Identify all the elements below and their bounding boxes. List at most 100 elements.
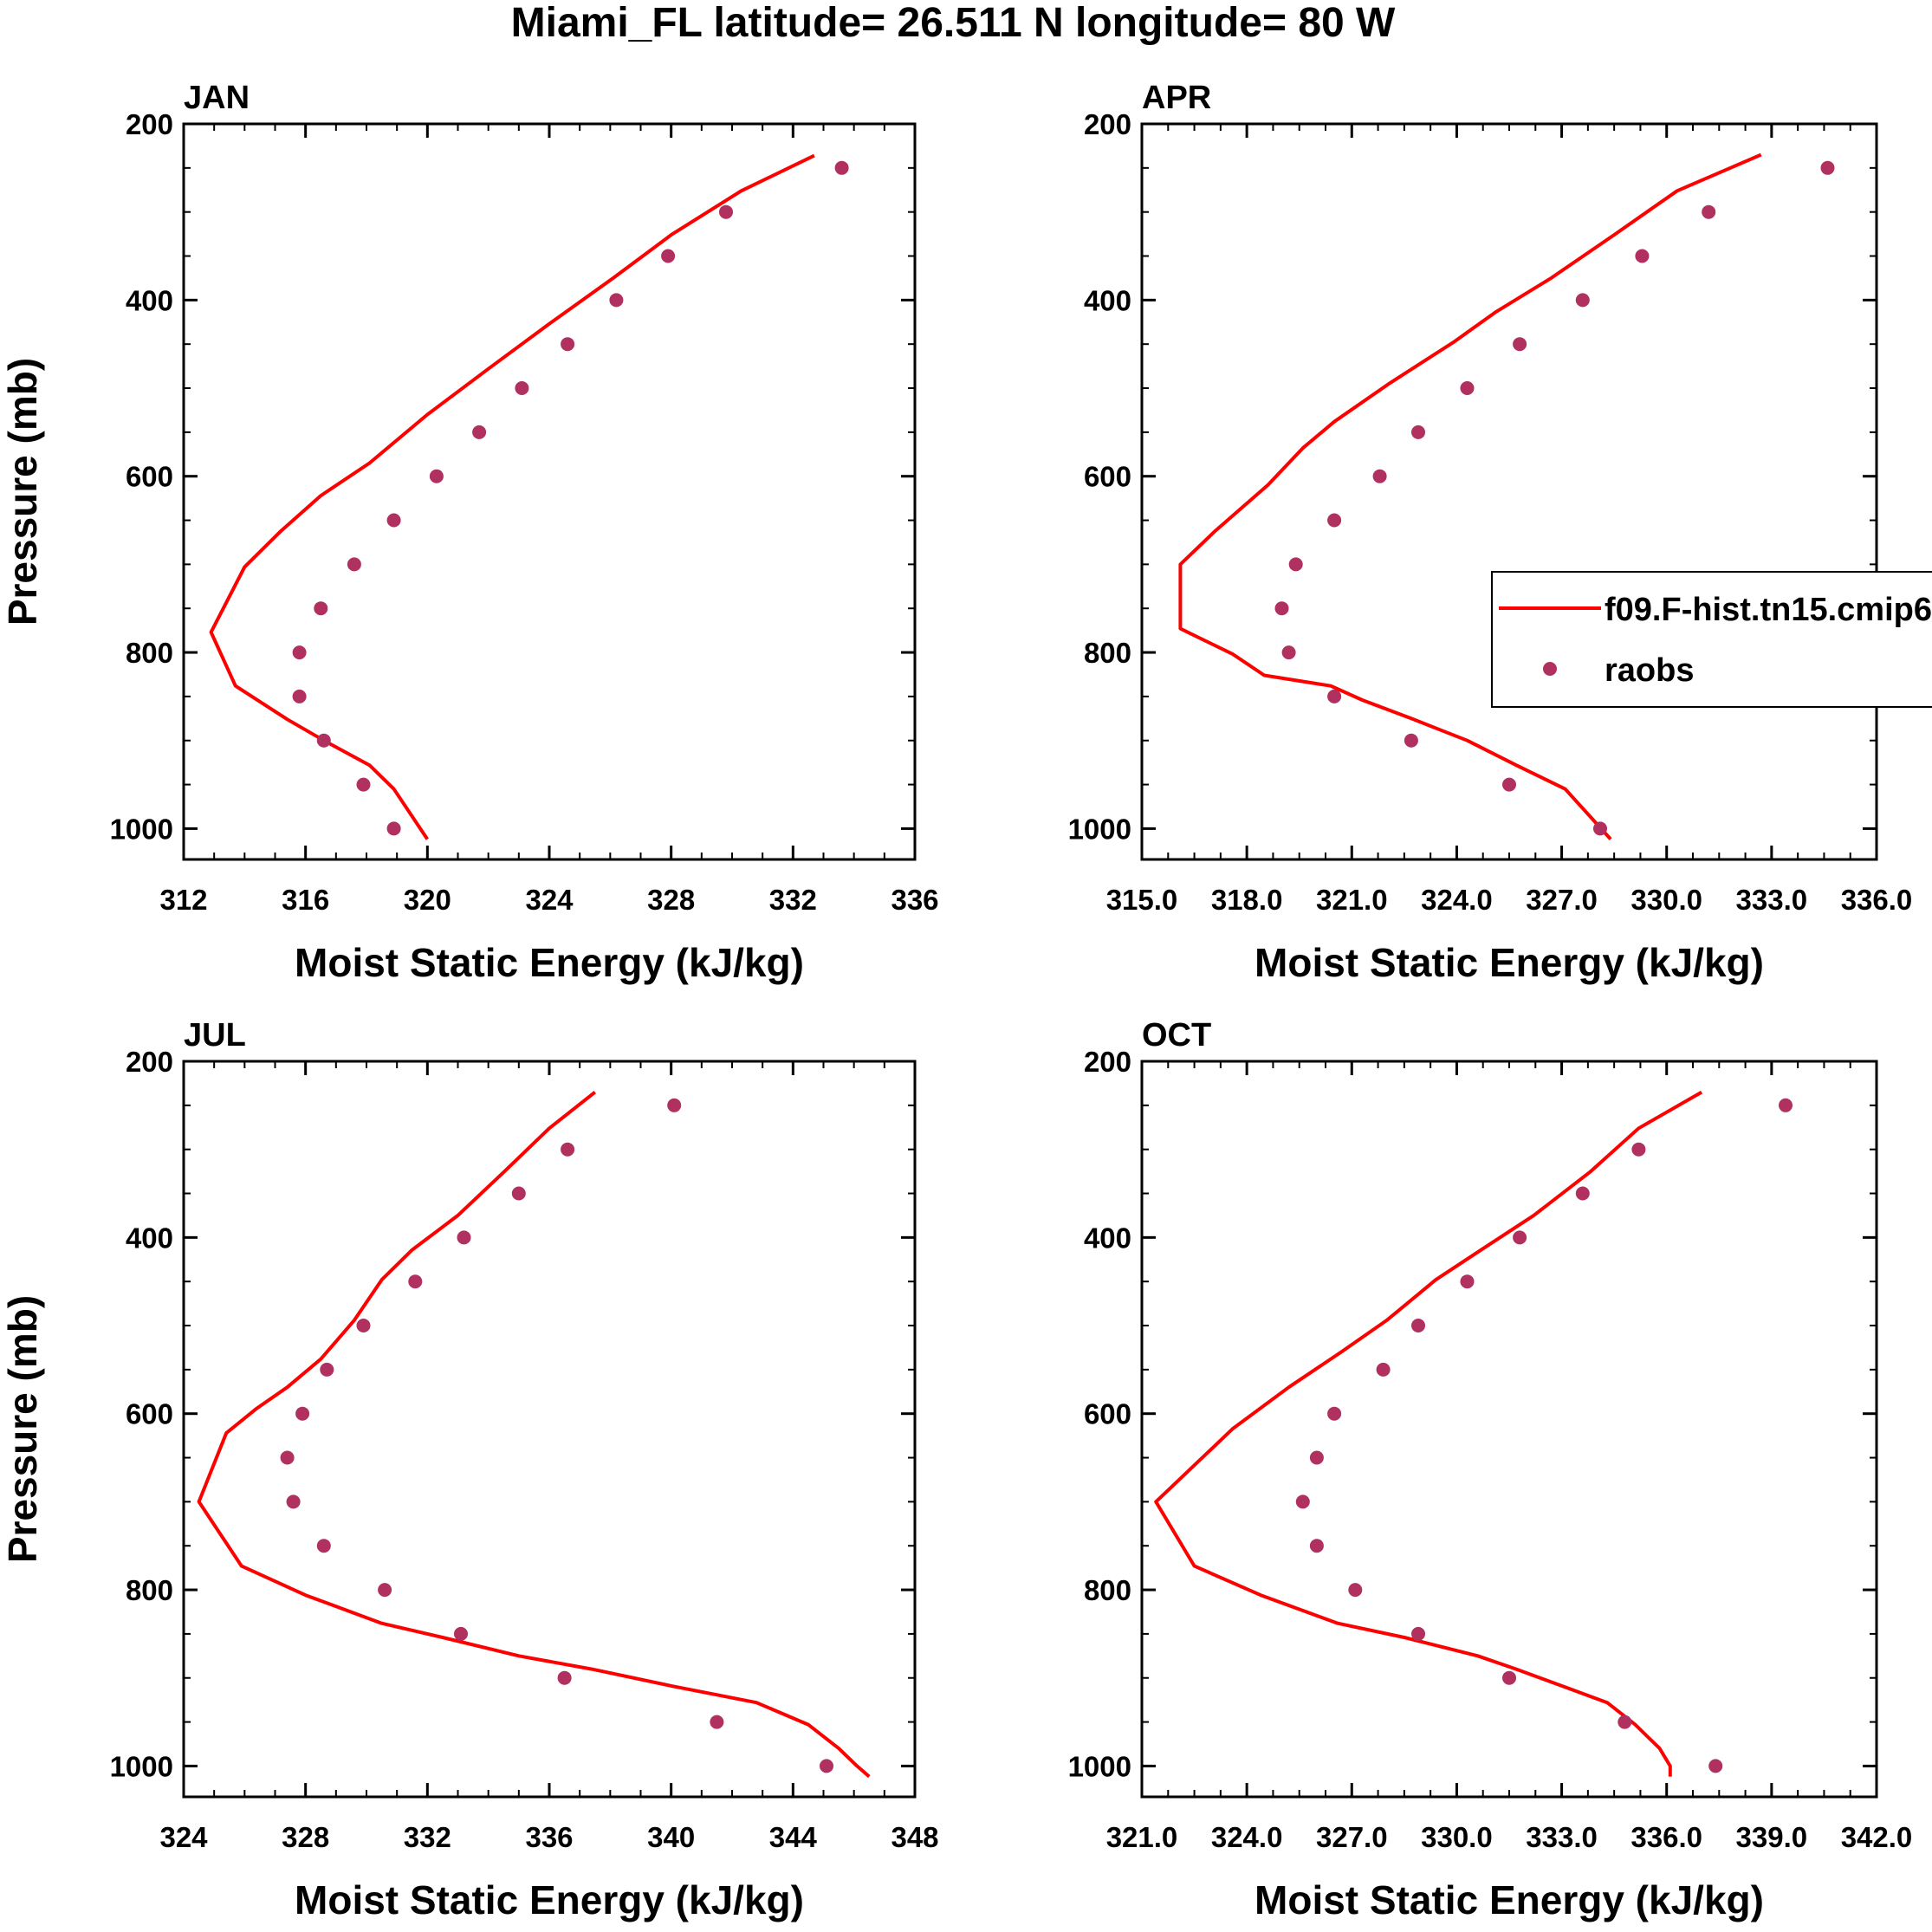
raobs-point	[1376, 1362, 1391, 1377]
plot-frame	[182, 122, 917, 861]
panel-title: JUL	[184, 1017, 246, 1054]
panel-title: OCT	[1142, 1017, 1211, 1054]
y-tick-label: 600	[1084, 461, 1131, 493]
x-tick-label: 324	[159, 1821, 208, 1853]
panel-jan: JAN 312 316 320 324 328 332 336 200 400 600 800 1000…	[0, 80, 939, 985]
x-tick-label: 333.0	[1736, 884, 1808, 916]
y-tick-label: 800	[1084, 637, 1131, 669]
raobs-point	[1618, 1715, 1632, 1729]
y-tick-label: 1000	[1068, 1750, 1131, 1782]
y-tick-label: 600	[126, 1398, 173, 1430]
raobs-point	[1635, 249, 1650, 263]
raobs-point	[719, 204, 733, 219]
raobs-point	[292, 689, 307, 703]
y-tick-label: 600	[1084, 1398, 1131, 1430]
y-tick-label: 200	[1084, 1046, 1131, 1078]
raobs-point	[1460, 381, 1475, 395]
raobs-point	[1281, 645, 1296, 660]
raobs-point	[1288, 557, 1303, 572]
raobs-point	[356, 1319, 371, 1332]
y-tick-label: 400	[126, 1222, 173, 1254]
model-line	[1154, 1090, 1703, 1777]
y-tick-label: 800	[126, 1574, 173, 1606]
panel-title: APR	[1142, 80, 1211, 116]
raobs-point	[1348, 1583, 1363, 1598]
x-tick-label: 348	[891, 1821, 938, 1853]
raobs-point	[280, 1450, 295, 1465]
panel-apr: APR 315.0 318.0 321.0 324.0 327.0 330.0 333.0 33…	[1068, 80, 1913, 985]
raobs-point	[511, 1186, 526, 1201]
raobs-point	[1702, 204, 1716, 219]
raobs-point	[1575, 293, 1590, 308]
plot-area	[209, 153, 849, 840]
x-axis-label: Moist Static Energy (kJ/kg)	[1255, 1877, 1764, 1922]
x-tick-label: 332	[404, 1821, 451, 1853]
x-axis-label: Moist Static Energy (kJ/kg)	[295, 1877, 804, 1922]
x-tick-label: 340	[647, 1821, 695, 1853]
raobs-point	[1327, 1406, 1342, 1421]
legend-label-raobs: raobs	[1605, 652, 1694, 689]
x-tick-label: 327.0	[1526, 884, 1598, 916]
raobs-point	[561, 337, 575, 352]
raobs-point	[1593, 821, 1607, 836]
x-tick-label: 339.0	[1736, 1821, 1808, 1853]
raobs-point	[378, 1583, 392, 1598]
raobs-point	[1779, 1098, 1793, 1112]
panel-jul: JUL 324 328 332 336 340 344 348 200 400 600 800 1000…	[0, 1017, 939, 1922]
x-tick-label: 332	[769, 884, 817, 916]
raobs-point	[316, 1539, 331, 1553]
raobs-point	[1513, 337, 1527, 352]
raobs-point	[834, 160, 849, 175]
x-tick-label: 336	[525, 1821, 573, 1853]
raobs-point	[1631, 1142, 1646, 1157]
raobs-point	[457, 1230, 471, 1245]
raobs-point	[1327, 513, 1342, 528]
y-tick-label: 1000	[1068, 813, 1131, 845]
raobs-point	[386, 513, 401, 528]
plot-area	[197, 1091, 871, 1779]
raobs-point	[320, 1362, 334, 1377]
raobs-point	[1295, 1494, 1310, 1509]
raobs-point	[1274, 601, 1289, 616]
raobs-point	[710, 1715, 724, 1729]
x-tick-label: 336	[891, 884, 938, 916]
legend-label-model: f09.F-hist.tn15.cmip6	[1605, 592, 1932, 628]
x-tick-label: 316	[282, 884, 329, 916]
raobs-point	[1411, 425, 1425, 439]
plot-frame	[182, 1060, 917, 1799]
y-tick-label: 200	[126, 1046, 173, 1078]
raobs-point	[408, 1274, 423, 1289]
raobs-point	[454, 1626, 468, 1641]
raobs-point	[386, 821, 401, 836]
raobs-point	[1820, 160, 1835, 175]
raobs-point	[1575, 1186, 1590, 1201]
raobs-point	[820, 1759, 833, 1773]
raobs-point	[286, 1494, 301, 1509]
raobs-point	[661, 249, 676, 263]
y-tick-label: 200	[126, 108, 173, 140]
raobs-point	[1327, 689, 1342, 703]
y-tick-label: 1000	[110, 1750, 173, 1782]
raobs-point	[314, 601, 328, 616]
x-tick-label: 336.0	[1841, 884, 1913, 916]
y-tick-label: 800	[1084, 1574, 1131, 1606]
raobs-point	[1513, 1230, 1527, 1245]
x-axis-label: Moist Static Energy (kJ/kg)	[295, 940, 804, 985]
raobs-point	[472, 425, 487, 439]
legend-box	[1491, 571, 1932, 708]
raobs-point	[1372, 469, 1387, 483]
x-axis-label: Moist Static Energy (kJ/kg)	[1255, 940, 1764, 985]
legend: f09.F-hist.tn15.cmip6 raobs	[1491, 571, 1932, 708]
raobs-point	[1411, 1626, 1425, 1641]
raobs-point	[429, 469, 444, 483]
figure-title: Miami_FL latitude= 26.511 N longitude= 8…	[511, 0, 1396, 46]
raobs-point	[1502, 1670, 1516, 1685]
x-tick-label: 315.0	[1106, 884, 1178, 916]
y-tick-label: 800	[126, 637, 173, 669]
x-tick-label: 321.0	[1316, 884, 1388, 916]
raobs-point	[1460, 1274, 1475, 1289]
panel-title: JAN	[184, 80, 250, 116]
x-tick-label: 342.0	[1841, 1821, 1913, 1853]
model-line	[197, 1091, 871, 1779]
